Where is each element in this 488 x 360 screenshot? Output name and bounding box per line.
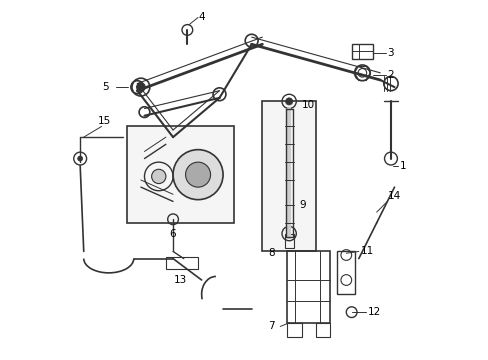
Text: 4: 4 xyxy=(198,13,204,22)
Text: 1: 1 xyxy=(399,161,406,171)
Text: 5: 5 xyxy=(102,82,108,92)
Circle shape xyxy=(213,88,225,101)
Bar xyxy=(284,234,293,248)
Circle shape xyxy=(131,81,143,94)
Text: 13: 13 xyxy=(173,275,186,285)
Text: 2: 2 xyxy=(386,69,393,80)
Bar xyxy=(165,257,198,269)
Text: 10: 10 xyxy=(301,100,314,110)
Text: 3: 3 xyxy=(386,48,393,58)
Circle shape xyxy=(136,83,145,91)
Text: 6: 6 xyxy=(169,229,176,239)
Bar xyxy=(337,251,354,294)
Circle shape xyxy=(185,162,210,187)
Text: 12: 12 xyxy=(367,307,380,317)
Circle shape xyxy=(151,169,165,184)
Circle shape xyxy=(167,128,178,139)
Text: 11: 11 xyxy=(360,247,373,256)
Bar xyxy=(262,102,315,251)
Bar xyxy=(126,126,233,223)
Text: 7: 7 xyxy=(268,321,274,332)
Bar xyxy=(287,251,329,323)
Text: 14: 14 xyxy=(386,191,400,201)
Text: 8: 8 xyxy=(267,248,274,258)
Bar xyxy=(351,44,372,59)
Circle shape xyxy=(78,156,82,161)
Text: 15: 15 xyxy=(98,116,111,126)
Circle shape xyxy=(244,34,258,47)
Circle shape xyxy=(139,107,149,117)
Circle shape xyxy=(173,150,223,200)
Bar xyxy=(315,323,329,337)
Text: 9: 9 xyxy=(299,200,306,210)
Circle shape xyxy=(183,129,191,138)
Circle shape xyxy=(285,98,292,105)
Bar xyxy=(287,323,301,337)
